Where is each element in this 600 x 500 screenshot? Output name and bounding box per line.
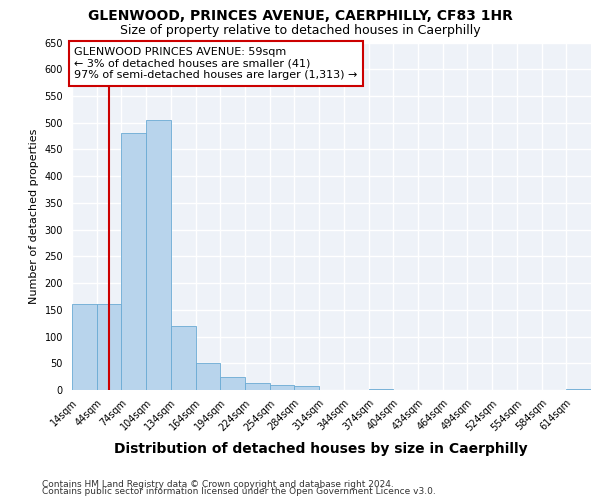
Bar bbox=[121, 134, 146, 390]
Text: Size of property relative to detached houses in Caerphilly: Size of property relative to detached ho… bbox=[119, 24, 481, 37]
Bar bbox=[245, 383, 270, 390]
Text: Contains public sector information licensed under the Open Government Licence v3: Contains public sector information licen… bbox=[42, 488, 436, 496]
Bar bbox=[566, 389, 591, 390]
Bar bbox=[196, 364, 220, 390]
Text: Contains HM Land Registry data © Crown copyright and database right 2024.: Contains HM Land Registry data © Crown c… bbox=[42, 480, 394, 489]
Y-axis label: Number of detached properties: Number of detached properties bbox=[29, 128, 39, 304]
Bar bbox=[146, 120, 171, 390]
Text: GLENWOOD PRINCES AVENUE: 59sqm
← 3% of detached houses are smaller (41)
97% of s: GLENWOOD PRINCES AVENUE: 59sqm ← 3% of d… bbox=[74, 47, 358, 80]
Bar bbox=[270, 384, 295, 390]
Bar bbox=[368, 389, 393, 390]
Text: GLENWOOD, PRINCES AVENUE, CAERPHILLY, CF83 1HR: GLENWOOD, PRINCES AVENUE, CAERPHILLY, CF… bbox=[88, 9, 512, 23]
Bar bbox=[295, 386, 319, 390]
Bar bbox=[171, 326, 196, 390]
Bar bbox=[97, 304, 121, 390]
Text: Distribution of detached houses by size in Caerphilly: Distribution of detached houses by size … bbox=[114, 442, 528, 456]
Bar bbox=[220, 376, 245, 390]
Bar bbox=[72, 304, 97, 390]
